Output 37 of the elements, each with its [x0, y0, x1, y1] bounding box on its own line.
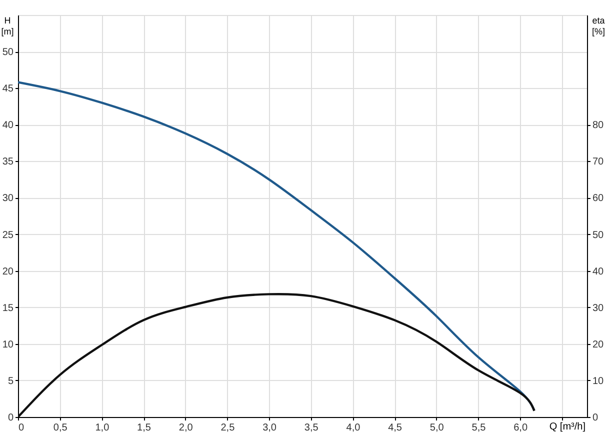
x-tick-label: 4,0	[346, 422, 361, 433]
x-tick-label: 2,0	[178, 422, 194, 433]
x-tick-label: 3,5	[304, 422, 319, 433]
y2-tick-label: 80	[592, 120, 604, 132]
y-tick-label: 30	[2, 193, 14, 204]
y-tick-label: 15	[2, 302, 14, 314]
y-tick-label: 40	[2, 120, 14, 132]
x-tick-label: 6,0	[514, 422, 528, 433]
x-axis-title: Q [m³/h]	[549, 422, 586, 432]
y-axis-title: H [m]	[1, 16, 14, 36]
y2-tick-label: 30	[592, 302, 604, 314]
y-tick-label: 20	[2, 266, 14, 278]
line-series	[18, 292, 536, 417]
y2-tick-label: 40	[592, 266, 604, 278]
x-tick-label: 1,0	[95, 422, 110, 433]
x-tick-label: 2,5	[220, 422, 236, 433]
x-tick-label: 3,0	[262, 422, 277, 433]
y2-tick-label: 20	[592, 339, 604, 350]
y2-axis-title: eta [%]	[592, 16, 606, 36]
x-tick-label: 5,0	[430, 422, 444, 433]
y2-tick-label: 50	[592, 230, 604, 241]
y2-tick-label: 10	[592, 376, 604, 387]
x-tick-label: 4,5	[388, 422, 402, 433]
x-tick-label: 1,5	[137, 422, 152, 433]
y-tick-label: 35	[2, 156, 14, 168]
y-tick-label: 50	[2, 47, 14, 58]
y2-tick-label: 60	[592, 193, 604, 204]
x-tick-label: 0,5	[53, 422, 68, 433]
y2-tick-label: 70	[592, 156, 604, 168]
x-tick-label: 0	[18, 422, 24, 433]
y-tick-label: 0	[8, 412, 14, 424]
x-tick-label: 5,5	[472, 422, 486, 433]
y-tick-label: 45	[2, 84, 14, 95]
y2-tick-label: 0	[592, 412, 598, 424]
y-tick-label: 5	[8, 376, 14, 387]
y-tick-label: 10	[2, 339, 14, 350]
y-tick-label: 25	[2, 230, 14, 241]
